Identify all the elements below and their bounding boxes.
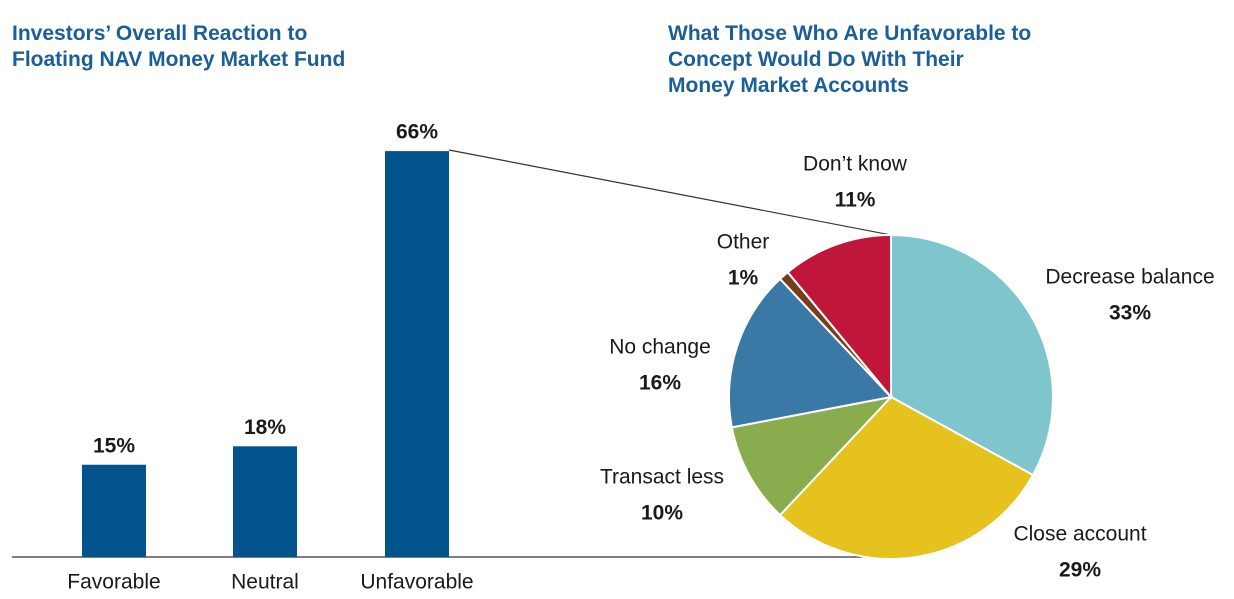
x-tick-label: Favorable: [67, 571, 160, 594]
x-tick-label: Unfavorable: [360, 571, 473, 594]
pie-slice: [786, 233, 892, 400]
pie-chart-title: What Those Who Are Unfavorable to Concept…: [668, 22, 1031, 97]
data-label: 66%: [396, 121, 438, 144]
title-line: Concept Would Do With Their: [668, 48, 964, 71]
slice-value: 29%: [1059, 559, 1101, 582]
title-line: Investors’ Overall Reaction to: [12, 22, 307, 45]
x-tick-label: Neutral: [231, 571, 299, 594]
pie-slice: [727, 277, 893, 429]
title-line: Money Market Accounts: [668, 74, 909, 97]
bar: [233, 446, 297, 557]
slice-value: 1%: [728, 267, 759, 290]
slice-label: Decrease balance: [1045, 266, 1214, 289]
slice-value: 10%: [641, 502, 683, 525]
bar: [82, 464, 146, 557]
pie-slice: [890, 233, 1054, 477]
bar-chart-title: Investors’ Overall Reaction to Floating N…: [12, 22, 345, 71]
bar: [385, 151, 449, 557]
pie-slice: [730, 395, 894, 517]
data-label: 18%: [244, 416, 286, 439]
connector-line: [448, 149, 892, 236]
slice-value: 33%: [1109, 302, 1151, 325]
data-label: 15%: [93, 434, 135, 457]
slice-label: Transact less: [600, 466, 724, 489]
title-line: Floating NAV Money Market Fund: [12, 48, 345, 71]
slice-label: Close account: [1013, 523, 1146, 546]
slice-label: Other: [717, 231, 770, 254]
title-line: What Those Who Are Unfavorable to: [668, 22, 1031, 45]
slice-label: No change: [609, 336, 711, 359]
slice-label: Don’t know: [803, 153, 908, 176]
pie-slice: [778, 395, 1035, 560]
slice-value: 11%: [835, 189, 876, 212]
slice-value: 16%: [639, 372, 681, 395]
